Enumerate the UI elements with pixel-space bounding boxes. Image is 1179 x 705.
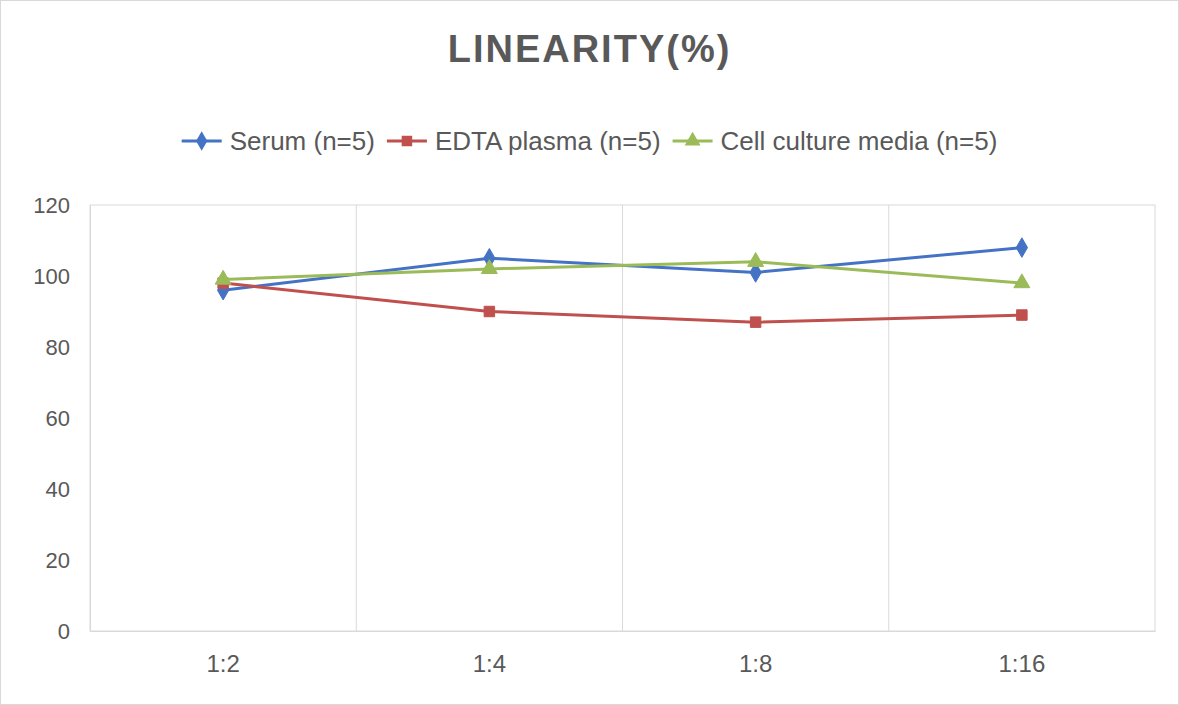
y-axis: 0 20 40 60 80 100 120 <box>33 193 90 644</box>
x-tick-label: 1:2 <box>206 650 239 677</box>
x-axis: 1:2 1:4 1:8 1:16 <box>91 631 1156 677</box>
plot-frame <box>90 205 1155 631</box>
series-marker <box>748 253 764 267</box>
legend-marker <box>196 131 207 151</box>
x-tick-label: 1:8 <box>739 650 772 677</box>
y-tick-label: 0 <box>58 619 70 644</box>
legend-marker <box>685 132 701 146</box>
series-marker <box>1014 274 1030 288</box>
x-tick: 1:16 <box>999 631 1046 677</box>
legend-label: Serum (n=5) <box>230 126 375 156</box>
series-marker <box>215 270 231 284</box>
grid-line <box>622 205 623 631</box>
y-tick-label: 40 <box>46 477 70 502</box>
x-axis-line <box>91 631 1156 632</box>
y-tick: 80 <box>46 335 90 360</box>
y-tick: 100 <box>33 264 90 289</box>
series-marker <box>481 260 497 274</box>
series-line <box>223 248 1022 291</box>
y-tick-label: 120 <box>33 193 70 218</box>
x-tick: 1:2 <box>206 631 239 677</box>
series-line <box>223 262 1022 283</box>
series-group <box>215 238 1030 328</box>
chart: 0 20 40 60 80 100 120 1:2 1:4 1:8 1:16 LINEARITY(%)… <box>0 0 1179 705</box>
series-marker <box>750 317 760 327</box>
legend-label: Cell culture media (n=5) <box>721 126 998 156</box>
legend-item: Cell culture media (n=5) <box>673 126 998 156</box>
x-tick: 1:4 <box>473 631 506 677</box>
y-tick-label: 20 <box>46 548 70 573</box>
series-line <box>223 283 1022 322</box>
y-tick-label: 80 <box>46 335 70 360</box>
legend-marker <box>402 136 412 146</box>
series-marker <box>484 306 494 316</box>
background <box>1 1 1179 705</box>
legend-label: EDTA plasma (n=5) <box>435 126 661 156</box>
grid-line <box>888 205 889 631</box>
y-tick: 120 <box>33 193 90 218</box>
x-tick-label: 1:16 <box>999 650 1046 677</box>
series-marker <box>1016 238 1027 258</box>
legend: Serum (n=5) EDTA plasma (n=5) Cell culture… <box>182 126 998 156</box>
grid-line <box>356 205 357 631</box>
y-tick: 60 <box>46 406 90 431</box>
plot-area: 0 20 40 60 80 100 120 1:2 1:4 1:8 1:16 <box>33 193 1155 678</box>
legend-item: Serum (n=5) <box>182 126 375 156</box>
y-tick: 0 <box>58 619 90 644</box>
x-tick: 1:8 <box>739 631 772 677</box>
y-tick: 20 <box>46 548 90 573</box>
y-tick-label: 100 <box>33 264 70 289</box>
series-marker <box>1017 310 1027 320</box>
y-tick: 40 <box>46 477 90 502</box>
legend-item: EDTA plasma (n=5) <box>387 126 661 156</box>
chart-title: LINEARITY(%) <box>448 28 732 70</box>
y-tick-label: 60 <box>46 406 70 431</box>
x-tick-label: 1:4 <box>473 650 506 677</box>
y-axis-line <box>90 206 91 632</box>
